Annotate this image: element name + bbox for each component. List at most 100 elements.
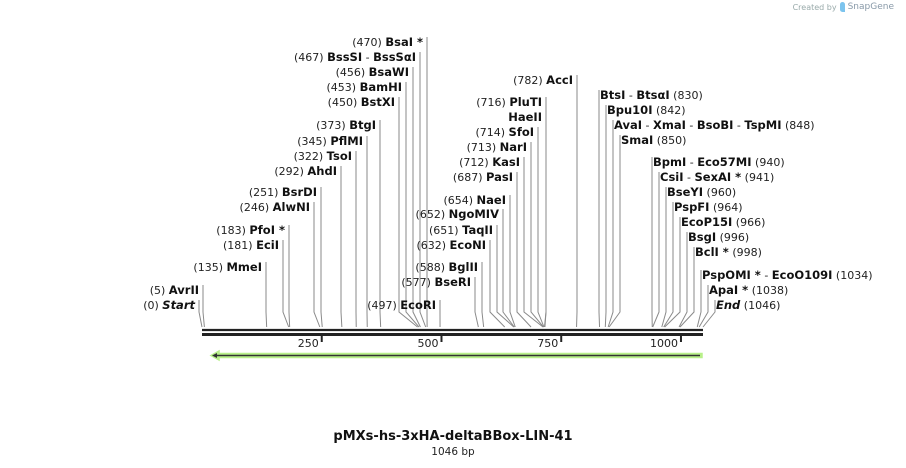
name-separator: -: [686, 119, 697, 132]
enzyme-name: SfoI: [509, 125, 534, 139]
enzyme-name: BclI *: [695, 245, 729, 259]
site-label[interactable]: (712) KasI: [459, 155, 520, 169]
site-label[interactable]: (0) Start: [143, 298, 195, 312]
site-label[interactable]: EcoP15I (966): [681, 215, 765, 229]
site-label[interactable]: (450) BstXI: [328, 95, 395, 109]
enzyme-name: Bpu10I: [607, 103, 652, 117]
enzyme-name: EcoNI: [450, 238, 486, 252]
site-label[interactable]: (456) BsaWI: [336, 65, 409, 79]
site-position: (996): [716, 231, 749, 244]
name-separator: -: [642, 119, 653, 132]
site-label[interactable]: HaeII: [508, 110, 542, 124]
enzyme-name: CsiI: [660, 170, 684, 184]
site-position: (998): [729, 246, 762, 259]
site-leader-line: [663, 202, 674, 328]
site-label[interactable]: (345) PflMI: [297, 134, 363, 148]
site-labels: (470) BsaI *(467) BssSI - BssSαI(456) Bs…: [143, 35, 872, 312]
site-position: (450): [328, 96, 361, 109]
site-leader-line: [598, 90, 601, 328]
site-position: (135): [193, 261, 226, 274]
site-leader-line: [678, 232, 688, 328]
site-label[interactable]: (497) EcoRI: [367, 298, 436, 312]
enzyme-name: PflMI: [330, 134, 363, 148]
site-leader-line: [509, 195, 516, 328]
site-label[interactable]: (713) NarI: [467, 140, 527, 154]
site-label[interactable]: ApaI * (1038): [709, 283, 788, 297]
site-label[interactable]: (652) NgoMIV: [416, 207, 500, 221]
site-label[interactable]: (467) BssSI - BssSαI: [294, 50, 416, 64]
site-position: (181): [223, 239, 256, 252]
site-label[interactable]: (716) PluTI: [476, 95, 542, 109]
site-leader-line: [320, 187, 323, 328]
name-separator: -: [625, 89, 636, 102]
site-position: (652): [416, 208, 449, 221]
site-label[interactable]: (183) PfoI *: [216, 223, 285, 237]
site-label[interactable]: PspFI (964): [674, 200, 743, 214]
site-label[interactable]: (453) BamHI: [327, 80, 403, 94]
ruler-tick-label: 250: [298, 337, 319, 350]
enzyme-name: TaqII: [462, 223, 493, 237]
site-leader-line: [198, 300, 203, 328]
site-label[interactable]: (292) AhdI: [274, 164, 337, 178]
site-position: (687): [453, 171, 486, 184]
site-label[interactable]: BpmI - Eco57MI (940): [653, 155, 785, 169]
site-label[interactable]: (251) BsrDI: [249, 185, 317, 199]
site-label[interactable]: BclI * (998): [695, 245, 762, 259]
site-label[interactable]: (654) NaeI: [443, 193, 506, 207]
enzyme-name: BpmI: [653, 155, 686, 169]
site-label[interactable]: BtsI - BtsαI (830): [600, 88, 703, 102]
site-position: (713): [467, 141, 500, 154]
site-label[interactable]: (470) BsaI *: [352, 35, 423, 49]
site-label[interactable]: Bpu10I (842): [607, 103, 686, 117]
site-label[interactable]: (687) PasI: [453, 170, 513, 184]
site-label[interactable]: (651) TaqII: [429, 223, 493, 237]
site-label[interactable]: (373) BtgI: [316, 118, 376, 132]
site-leader-line: [661, 187, 667, 328]
site-label[interactable]: (181) EciI: [223, 238, 279, 252]
enzyme-name: AvaI: [614, 118, 642, 132]
site-label[interactable]: (577) BseRI: [401, 275, 471, 289]
sequence-title: pMXs-hs-3xHA-deltaBBox-LIN-41: [333, 429, 573, 444]
site-label[interactable]: SmaI (850): [621, 133, 686, 147]
site-label[interactable]: BseYI (960): [667, 185, 736, 199]
site-leader-line: [530, 142, 544, 328]
feature-arrow[interactable]: [209, 349, 703, 362]
site-label[interactable]: PspOMI * - EcoO109I (1034): [702, 268, 873, 282]
site-leader-line: [608, 135, 621, 328]
site-leader-line: [398, 97, 418, 328]
site-label[interactable]: End (1046): [716, 298, 780, 312]
site-label[interactable]: CsiI - SexAI * (941): [660, 170, 774, 184]
site-leader-line: [544, 97, 547, 328]
arrowhead-left-icon: [212, 353, 217, 358]
site-label[interactable]: (246) AlwNI: [240, 200, 310, 214]
site-label[interactable]: (714) SfoI: [475, 125, 534, 139]
site-label[interactable]: (322) TsoI: [294, 149, 352, 163]
site-leader-line: [698, 285, 709, 328]
site-leader-line: [282, 240, 290, 328]
site-position: (632): [416, 239, 449, 252]
sequence-length: 1046 bp: [431, 446, 475, 458]
site-position: (1046): [740, 299, 780, 312]
enzyme-name: BtsI: [600, 88, 625, 102]
site-leader-line: [523, 157, 544, 328]
snapgene-credit: Created by SnapGene: [793, 2, 894, 12]
site-leader-line: [405, 82, 420, 328]
enzyme-name: SmaI: [621, 133, 653, 147]
site-position: (848): [782, 119, 815, 132]
site-leader-line: [696, 270, 702, 328]
ruler-tick-label: 1000: [650, 337, 678, 350]
name-separator: -: [686, 156, 697, 169]
site-label[interactable]: (632) EcoNI: [416, 238, 486, 252]
site-label[interactable]: (588) BglII: [415, 260, 478, 274]
ruler-ticks: 250 500 750 1000: [298, 335, 682, 350]
site-label[interactable]: AvaI - XmaI - BsoBI - TspMI (848): [614, 118, 815, 132]
site-label[interactable]: (5) AvrII: [150, 283, 199, 297]
snapgene-logo-icon: [839, 2, 845, 12]
site-label[interactable]: (135) MmeI: [193, 260, 262, 274]
site-leader-lines: [198, 37, 716, 328]
site-leader-line: [412, 67, 421, 328]
site-label[interactable]: BsgI (996): [688, 230, 749, 244]
site-label[interactable]: (782) AccI: [513, 73, 573, 87]
site-position: (577): [401, 276, 434, 289]
enzyme-name: AccI: [546, 73, 573, 87]
